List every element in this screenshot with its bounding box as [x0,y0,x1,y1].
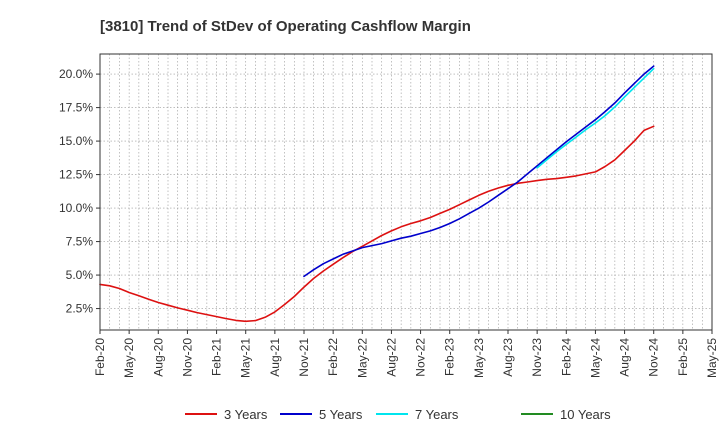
x-tick-label: Nov-21 [297,338,311,377]
y-tick-label: 2.5% [66,302,94,316]
y-axis-ticks: 2.5% 5.0% 7.5% 10.0% 12.5% 15.0% 17.5% 20.0% [59,67,100,316]
y-tick-label: 12.5% [59,168,93,182]
legend-label: 7 Years [415,407,459,422]
y-tick-label: 15.0% [59,134,93,148]
y-tick-label: 5.0% [66,268,94,282]
legend: 3 Years 5 Years 7 Years 10 Years [185,407,611,422]
x-tick-label: Nov-24 [647,338,661,377]
x-tick-label: May-24 [588,338,602,378]
x-tick-label: May-22 [355,338,369,378]
series-line-2 [536,67,655,169]
x-tick-label: Aug-20 [151,338,165,377]
x-tick-label: Feb-20 [93,338,107,376]
y-tick-label: 10.0% [59,201,93,215]
plot-frame [99,53,713,331]
chart-title: [3810] Trend of StDev of Operating Cashf… [100,18,471,35]
x-tick-label: May-25 [705,338,719,378]
series-layer [99,65,655,323]
x-tick-label: Nov-20 [180,338,194,377]
x-tick-label: Feb-23 [443,338,457,376]
x-tick-label: Feb-21 [210,338,224,376]
x-tick-label: Aug-22 [384,338,398,377]
series-line-0 [99,125,655,323]
x-tick-label: Nov-23 [530,338,544,377]
x-tick-label: Aug-24 [618,338,632,377]
x-tick-label: Aug-23 [501,338,515,377]
x-tick-label: May-20 [122,338,136,378]
x-tick-label: Feb-25 [676,338,690,376]
x-tick-label: Feb-24 [559,338,573,376]
series-line-1 [303,65,655,278]
x-tick-label: May-21 [239,338,253,378]
grid [99,54,713,330]
legend-label: 10 Years [560,407,611,422]
x-axis-ticks: Feb-20 May-20 Aug-20 Nov-20 Feb-21 May-21 Aug-… [93,330,719,378]
x-tick-label: Nov-22 [414,338,428,377]
x-tick-label: May-23 [472,338,486,378]
x-tick-label: Feb-22 [326,338,340,376]
y-tick-label: 7.5% [66,235,94,249]
y-tick-label: 17.5% [59,101,93,115]
y-tick-label: 20.0% [59,67,93,81]
x-tick-label: Aug-21 [268,338,282,377]
legend-label: 5 Years [319,407,363,422]
legend-label: 3 Years [224,407,268,422]
